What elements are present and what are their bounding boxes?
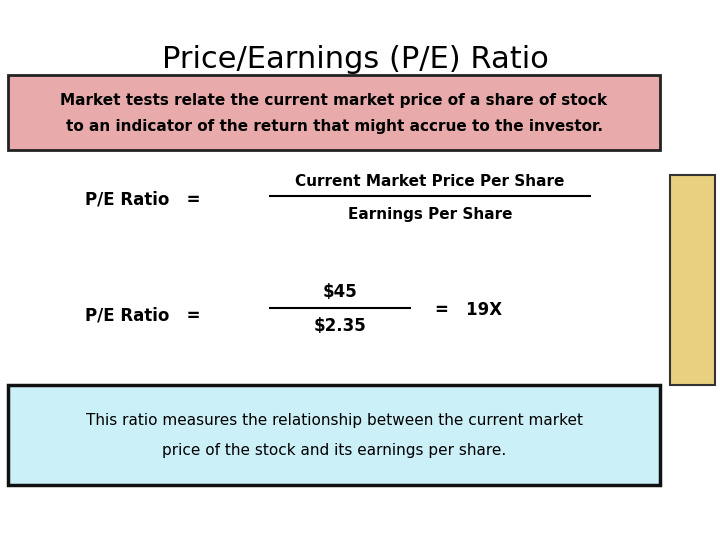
Text: This ratio measures the relationship between the current market: This ratio measures the relationship bet…	[86, 413, 582, 428]
Text: P/E Ratio   =: P/E Ratio =	[85, 306, 200, 324]
FancyBboxPatch shape	[8, 75, 660, 150]
Text: price of the stock and its earnings per share.: price of the stock and its earnings per …	[162, 442, 506, 457]
Text: Current Market Price Per Share: Current Market Price Per Share	[295, 174, 564, 190]
Text: Price/Earnings (P/E) Ratio: Price/Earnings (P/E) Ratio	[161, 45, 549, 75]
FancyBboxPatch shape	[8, 385, 660, 485]
Text: to an indicator of the return that might accrue to the investor.: to an indicator of the return that might…	[66, 119, 603, 134]
Text: $45: $45	[323, 283, 357, 301]
FancyBboxPatch shape	[670, 175, 715, 385]
Text: P/E Ratio   =: P/E Ratio =	[85, 191, 200, 209]
Text: Earnings Per Share: Earnings Per Share	[348, 206, 512, 221]
Text: =   19X: = 19X	[435, 301, 502, 319]
Text: $2.35: $2.35	[314, 317, 366, 335]
Text: Market tests relate the current market price of a share of stock: Market tests relate the current market p…	[60, 92, 608, 107]
